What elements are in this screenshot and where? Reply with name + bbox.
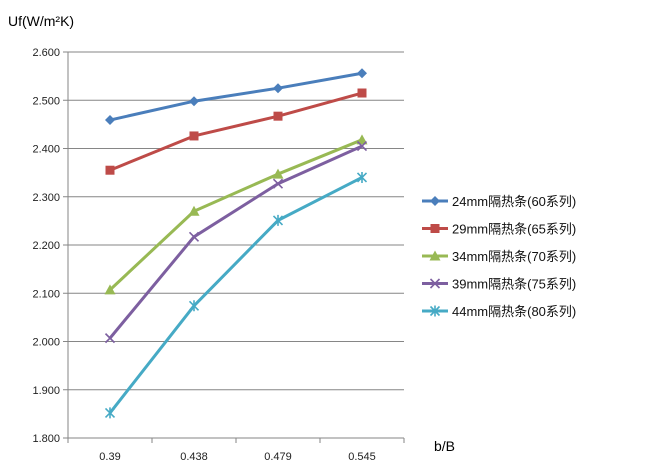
legend-label: 39mm隔热条(75系列) <box>452 277 576 292</box>
data-point <box>188 231 200 242</box>
y-tick-label: 1.900 <box>32 385 60 397</box>
x-tick-label: 0.545 <box>348 451 376 463</box>
data-point <box>104 333 116 344</box>
y-tick-label: 2.100 <box>32 288 60 300</box>
data-point <box>105 165 115 175</box>
data-point <box>429 250 441 261</box>
data-point <box>356 134 368 145</box>
x-axis-title: b/B <box>434 438 455 454</box>
legend-entry: 44mm隔热条(80系列) <box>422 304 576 319</box>
data-point <box>189 131 199 141</box>
y-tick-label: 1.800 <box>32 433 60 445</box>
legend-label: 34mm隔热条(70系列) <box>452 249 576 264</box>
legend-entry: 34mm隔热条(70系列) <box>422 249 576 264</box>
x-tick-label: 0.479 <box>264 451 292 463</box>
series-line <box>108 138 363 291</box>
data-point <box>356 171 368 183</box>
legend-label: 29mm隔热条(65系列) <box>452 222 576 237</box>
series-4 <box>104 141 368 344</box>
data-point <box>272 178 284 189</box>
y-tick-label: 2.500 <box>32 95 60 107</box>
data-point <box>430 196 440 206</box>
x-tick-label: 0.39 <box>99 451 120 463</box>
legend-label: 24mm隔热条(60系列) <box>452 194 576 209</box>
legend-entry: 29mm隔热条(65系列) <box>422 222 576 237</box>
series-3 <box>104 134 368 295</box>
y-tick-label: 2.200 <box>32 240 60 252</box>
data-point <box>273 111 283 121</box>
data-point <box>188 300 200 312</box>
data-point <box>356 141 368 152</box>
series-2 <box>105 88 367 175</box>
legend-label: 44mm隔热条(80系列) <box>452 304 576 319</box>
y-tick-label: 2.300 <box>32 192 60 204</box>
y-tick-labels: 1.800 1.900 2.000 2.100 2.200 2.300 2.400 2.500… <box>32 47 60 445</box>
y-tick-label: 2.000 <box>32 337 60 349</box>
data-point <box>357 88 367 98</box>
series-line <box>108 144 363 340</box>
data-point <box>105 115 115 126</box>
data-point <box>104 284 116 295</box>
legend-entry: 24mm隔热条(60系列) <box>422 194 576 209</box>
x-tick-label: 0.438 <box>180 451 208 463</box>
y-tick-label: 2.400 <box>32 144 60 156</box>
y-tick-label: 2.600 <box>32 47 60 59</box>
data-point <box>273 83 283 94</box>
series-group <box>104 68 368 419</box>
data-point <box>189 96 199 107</box>
data-point <box>357 68 367 79</box>
data-point <box>272 168 284 179</box>
data-point <box>188 205 200 216</box>
legend: 24mm隔热条(60系列) 29mm隔热条(65系列) 34mm隔热条(70系列) 3… <box>422 194 576 319</box>
data-point <box>429 278 441 289</box>
x-tick-labels: 0.39 0.438 0.479 0.545 <box>99 451 375 463</box>
axes <box>67 52 404 439</box>
data-point <box>430 224 440 233</box>
legend-entry: 39mm隔热条(75系列) <box>422 277 576 292</box>
series-line <box>109 91 363 172</box>
series-line <box>108 176 363 414</box>
series-line <box>109 71 363 122</box>
data-point <box>429 305 441 317</box>
series-1 <box>105 68 367 126</box>
gridlines <box>63 51 405 443</box>
data-point <box>272 214 284 226</box>
series-5 <box>104 171 368 419</box>
data-point <box>104 407 116 419</box>
y-axis-title: Uf(W/m²K) <box>8 13 74 29</box>
